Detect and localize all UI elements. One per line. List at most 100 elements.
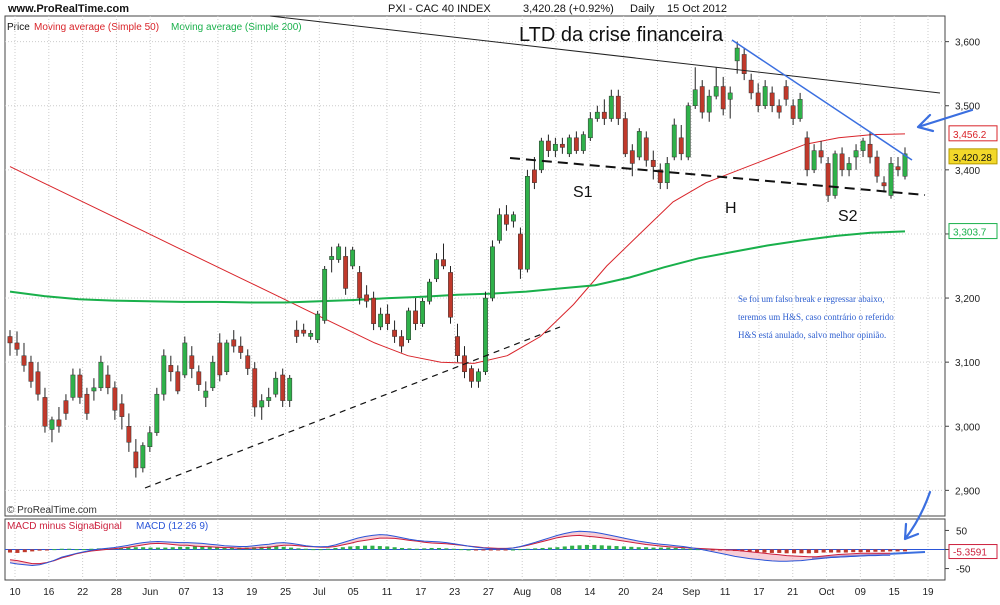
candle-body [147, 432, 153, 448]
macd-histogram-bar [67, 548, 72, 550]
candle-body [112, 387, 118, 411]
candle [294, 320, 300, 343]
candle-body [748, 79, 754, 94]
macd-histogram-bar [718, 549, 723, 551]
candle [203, 381, 209, 408]
candle [455, 323, 460, 363]
macd-histogram-bar [821, 549, 826, 553]
candle [154, 387, 160, 436]
x-tick-label: Sep [682, 587, 700, 598]
candle [238, 336, 244, 359]
price-tick-label: 3,200 [955, 294, 980, 305]
macd-histogram-bar [518, 549, 523, 551]
candle-body [385, 313, 390, 324]
macd-histogram-bar [769, 549, 774, 553]
candle [741, 48, 747, 81]
annotation-s1: S1 [573, 184, 593, 201]
candle [769, 86, 775, 113]
candle [783, 80, 789, 106]
candle-body [420, 301, 425, 324]
macd-histogram-bar [289, 547, 294, 550]
candle-body [867, 143, 873, 158]
watermark: © ProRealTime.com [7, 505, 97, 516]
macd-histogram-bar [163, 547, 168, 550]
macd-histogram-bar [755, 549, 760, 553]
candle [259, 394, 265, 420]
site-url[interactable]: www.ProRealTime.com [7, 3, 129, 15]
macd-histogram-bar [207, 546, 212, 550]
candle-body [587, 118, 593, 139]
candle [196, 365, 202, 391]
candle-body [308, 333, 314, 337]
candle-body [566, 137, 572, 155]
candle [350, 246, 356, 270]
candle [301, 323, 307, 337]
macd-histogram-bar [422, 548, 427, 550]
macd-line [9, 530, 891, 567]
annotation-h: H [725, 200, 737, 217]
neckline-dashed [509, 157, 926, 196]
candle-body [490, 246, 495, 299]
candle-body [720, 86, 726, 110]
macd-histogram-bar [200, 546, 205, 550]
candle-body [175, 371, 181, 392]
candle-body [343, 256, 349, 289]
candle-body [7, 336, 13, 344]
candle-body [902, 153, 908, 177]
macd-histogram-bar [466, 549, 471, 551]
x-tick-label: 11 [720, 587, 731, 598]
candle [98, 355, 104, 391]
candle-body [531, 169, 537, 183]
legend-ma50: Moving average (Simple 50) [34, 22, 159, 33]
candle-body [280, 374, 286, 401]
x-tick-label: Aug [513, 587, 531, 598]
candle [434, 253, 439, 283]
candle [888, 157, 894, 199]
candle [804, 131, 810, 177]
candle-body [636, 131, 642, 158]
candle-body [126, 426, 132, 443]
x-tick-label: 09 [855, 587, 867, 598]
macd-histogram-bar [52, 549, 57, 551]
x-tick-label: 22 [77, 587, 89, 598]
candle [91, 378, 97, 401]
candle [42, 387, 48, 433]
candle [573, 131, 579, 154]
macd-histogram-bar [880, 549, 885, 552]
macd-histogram-bar [488, 549, 493, 551]
candle [273, 371, 279, 398]
candle [182, 336, 188, 379]
candle-body [189, 355, 195, 369]
candle [189, 346, 195, 379]
candle-body [608, 95, 614, 119]
candle [874, 150, 880, 183]
candle-body [776, 105, 782, 113]
macd-histogram-bar [510, 549, 516, 551]
macd-histogram-bar [15, 549, 20, 553]
candle-body [580, 134, 586, 151]
instrument-name: PXI - CAC 40 INDEX [388, 3, 491, 15]
candle [448, 266, 453, 324]
macd-histogram-bar [37, 549, 42, 551]
candle-body [755, 92, 761, 106]
candle-body [133, 451, 139, 469]
candle-body [839, 153, 845, 171]
candle-body [518, 233, 523, 270]
x-tick-label: Jun [142, 587, 158, 598]
candle [643, 131, 649, 167]
annotation-s2: S2 [838, 208, 858, 225]
x-tick-label: 19 [922, 587, 934, 598]
candle [601, 99, 607, 125]
price-tick-label: 2,900 [955, 486, 980, 497]
macd-histogram-bar [274, 546, 279, 550]
candle-body [825, 163, 831, 196]
macd-histogram-bar [740, 549, 745, 552]
candle [224, 339, 230, 375]
x-tick-label: 25 [280, 587, 292, 598]
candle [490, 240, 495, 302]
macd-histogram-bar [459, 549, 464, 551]
x-tick-label: 17 [753, 587, 765, 598]
candle [566, 134, 572, 158]
candle [322, 266, 328, 324]
candle-body [671, 124, 677, 158]
